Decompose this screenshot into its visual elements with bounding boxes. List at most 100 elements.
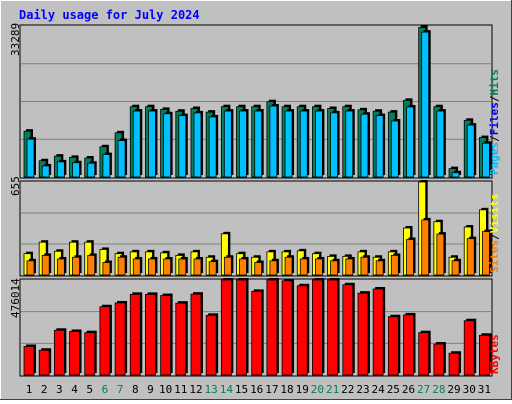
bar-kbytes-10	[160, 293, 173, 376]
bar-sites-29-body	[451, 260, 460, 276]
bar-kbytes-15	[236, 278, 249, 376]
bar-kbytes-15-body	[236, 279, 247, 376]
bar-pages-21	[330, 110, 340, 178]
bar-kbytes-14	[220, 278, 234, 376]
bar-kbytes-25	[387, 314, 401, 376]
bar-kbytes-9	[145, 292, 158, 376]
bar-kbytes-5-body	[84, 332, 96, 376]
bar-sites-3	[56, 256, 67, 276]
bar-sites-7	[117, 255, 128, 276]
bar-sites-15	[239, 256, 249, 276]
bar-sites-27	[421, 217, 431, 276]
bar-kbytes-31-body	[478, 334, 490, 376]
bar-sites-24	[375, 258, 386, 276]
bar-sites-14	[223, 255, 234, 276]
x-tick-label-17: 17	[265, 383, 278, 396]
bar-sites-4	[72, 255, 82, 276]
bar-sites-11	[178, 256, 188, 276]
bar-pages-26-body	[406, 106, 414, 178]
bar-kbytes-16	[251, 289, 264, 376]
bar-sites-25-body	[390, 255, 399, 276]
bar-sites-9-body	[148, 258, 156, 276]
bar-sites-22-body	[345, 258, 354, 276]
bar-pages-12	[193, 110, 203, 178]
bar-kbytes-30-body	[463, 320, 475, 376]
bar-kbytes-20	[312, 278, 325, 376]
bar-kbytes-1-body	[23, 346, 35, 376]
x-tick-label-1: 1	[26, 383, 33, 396]
bar-pages-11	[178, 113, 188, 178]
bar-sites-19	[299, 256, 310, 276]
bar-pages-31-body	[481, 142, 490, 178]
x-tick-label-27: 27	[417, 383, 430, 396]
bar-pages-13-body	[208, 116, 217, 178]
x-tick-label-19: 19	[296, 383, 309, 396]
bar-sites-31-body	[481, 231, 490, 276]
bar-pages-25	[390, 119, 401, 178]
bar-sites-26	[406, 237, 416, 276]
bar-sites-17-body	[269, 260, 278, 276]
bar-kbytes-19-body	[296, 285, 308, 376]
bar-sites-26-body	[406, 239, 414, 276]
bar-sites-12-body	[193, 258, 202, 276]
bar-sites-25	[390, 253, 401, 276]
bar-pages-27-body	[421, 31, 430, 178]
x-tick-label-4: 4	[71, 383, 78, 396]
bar-kbytes-18-body	[281, 280, 293, 376]
legend-pages: Pages	[488, 142, 501, 175]
bar-sites-2	[41, 253, 52, 276]
x-tick-label-11: 11	[174, 383, 187, 396]
bar-sites-23	[360, 255, 370, 276]
legend-sites-visits: Sites/Visits	[488, 194, 501, 274]
x-tick-label-24: 24	[372, 383, 386, 396]
bar-kbytes-24-body	[372, 288, 384, 376]
bar-sites-18-body	[284, 256, 293, 276]
bar-pages-1-body	[26, 138, 35, 178]
x-tick-label-22: 22	[341, 383, 354, 396]
bar-sites-14-body	[223, 256, 232, 276]
visits-ymax-label: 655	[9, 176, 22, 196]
bar-sites-6	[102, 260, 112, 276]
bar-sites-24-body	[375, 260, 384, 276]
bar-pages-31	[481, 141, 492, 178]
x-tick-label-20: 20	[311, 383, 324, 396]
bar-pages-6	[102, 152, 112, 178]
x-tick-label-25: 25	[387, 383, 400, 396]
bar-pages-14	[223, 109, 234, 178]
bar-pages-9-body	[148, 110, 156, 178]
x-tick-label-3: 3	[56, 383, 63, 396]
bar-pages-18-body	[284, 110, 293, 178]
legend-slash-3: /	[488, 233, 501, 240]
bar-pages-10-body	[163, 113, 172, 178]
bar-pages-17	[269, 104, 279, 178]
bars-layer	[23, 25, 492, 376]
bar-sites-10-body	[163, 258, 172, 276]
x-tick-label-15: 15	[235, 383, 248, 396]
bar-kbytes-13-body	[205, 314, 217, 376]
bar-pages-28	[436, 109, 446, 178]
bar-sites-28	[436, 232, 446, 276]
bar-kbytes-3	[53, 328, 67, 376]
bar-pages-21-body	[330, 112, 339, 178]
bar-kbytes-16-body	[251, 290, 263, 376]
bar-kbytes-20-body	[312, 279, 323, 376]
x-tick-label-8: 8	[132, 383, 139, 396]
bar-sites-15-body	[239, 258, 247, 276]
bar-pages-15-body	[239, 110, 247, 178]
bar-kbytes-6	[99, 304, 112, 376]
bar-kbytes-29	[448, 351, 462, 376]
x-tick-label-16: 16	[250, 383, 263, 396]
bar-kbytes-19	[296, 283, 310, 376]
x-tick-label-10: 10	[159, 383, 172, 396]
bar-pages-7-body	[117, 140, 126, 178]
bar-sites-20-body	[315, 258, 323, 276]
bar-pages-20-body	[315, 110, 323, 178]
bar-pages-8	[132, 109, 143, 178]
bar-pages-16-body	[254, 110, 263, 178]
x-tick-label-18: 18	[280, 383, 293, 396]
legend-hits-files-pages: Pages/Files/Hits	[488, 69, 501, 175]
bar-kbytes-27-body	[418, 332, 430, 376]
bar-pages-8-body	[132, 110, 141, 178]
bar-pages-3-body	[56, 161, 65, 178]
